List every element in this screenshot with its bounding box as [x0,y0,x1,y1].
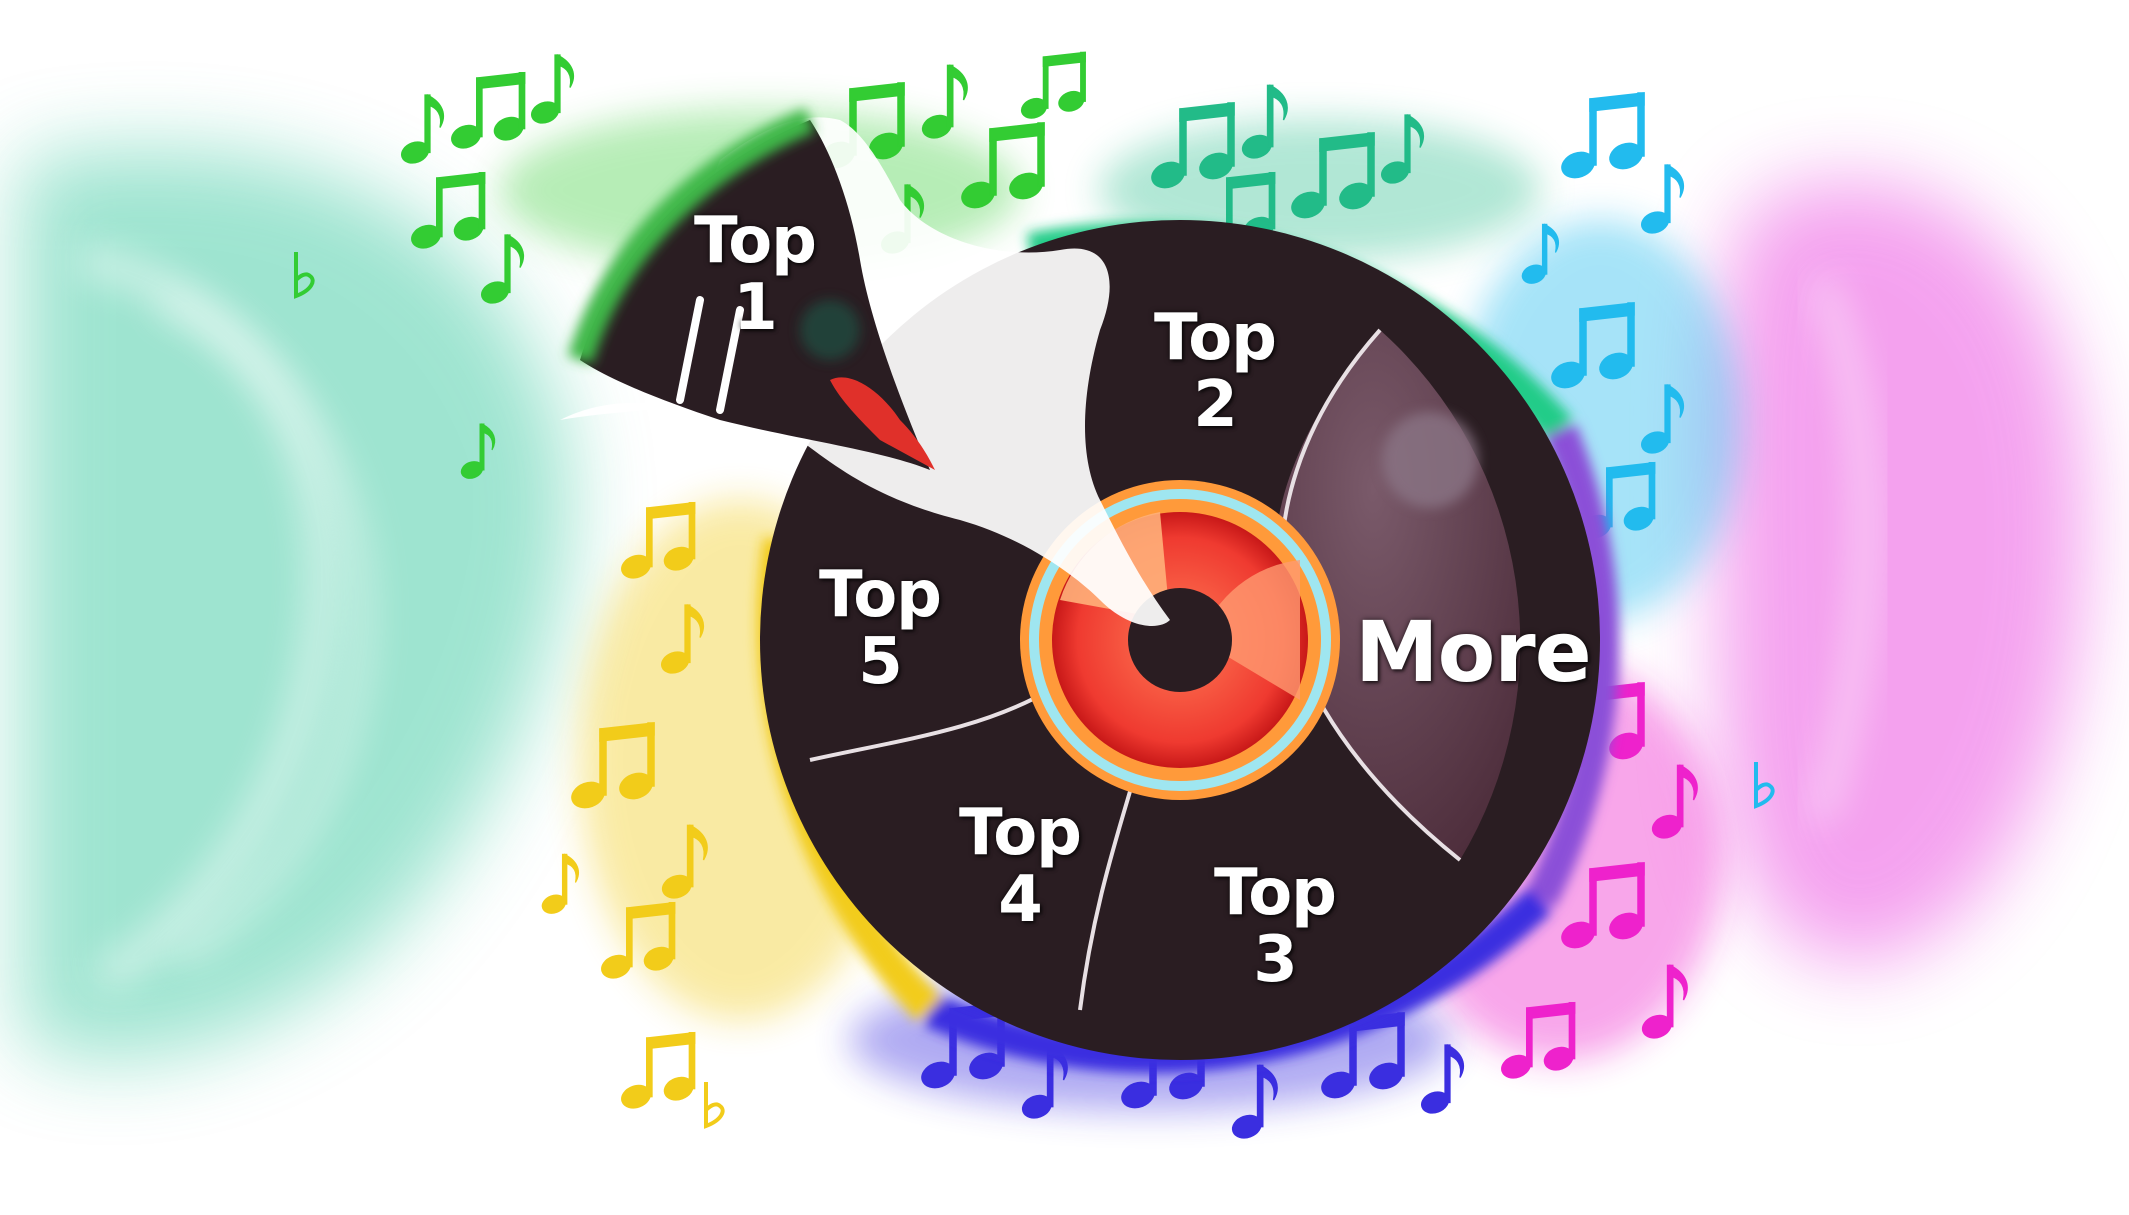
segment-label-top2[interactable]: Top 2 [1150,301,1280,443]
segment-label-top5-line1: Top [819,558,942,632]
segment-label-top1-line1: Top [694,204,817,278]
segment-label-top3-line2: 3 [1253,923,1298,998]
segment-label-top5[interactable]: Top 5 [815,558,945,700]
segment-label-more[interactable]: More [1355,603,1592,701]
segment-label-top1-line2: 1 [733,271,778,346]
left-glow [20,148,571,1060]
segment-label-top4-line1: Top [959,796,1082,870]
segment-label-more-line1: More [1355,603,1592,701]
segment-label-top2-line2: 2 [1193,368,1238,443]
right-glow [1716,180,2084,963]
segment-label-top2-line1: Top [1154,301,1277,375]
segment-label-top4-line2: 4 [998,863,1043,938]
segment-label-top3[interactable]: Top 3 [1210,856,1340,998]
segment-label-top3-line1: Top [1214,856,1337,930]
segment-label-top5-line2: 5 [858,625,903,700]
segment-label-top1[interactable]: Top 1 [690,204,820,346]
segment-label-top4[interactable]: Top 4 [955,796,1085,938]
top1-shard [567,108,935,470]
